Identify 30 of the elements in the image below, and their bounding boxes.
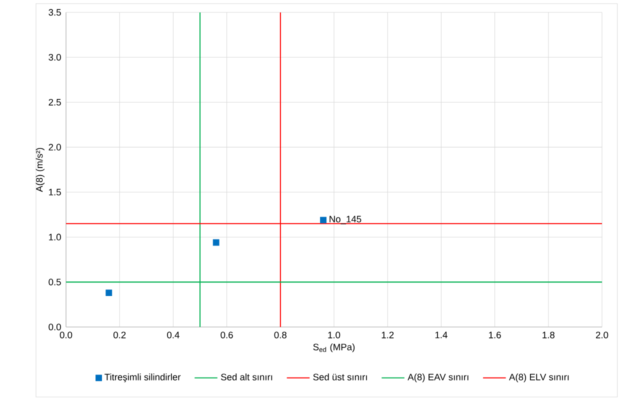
x-tick-label: 0.2 [113,332,126,338]
x-tick-label: 1.8 [542,332,554,338]
y-tick-label: 0.0 [48,324,61,330]
y-tick-label: 3.0 [48,54,61,61]
x-tick-label: 1.2 [382,332,394,338]
legend-label: Sed alt sınırı [221,374,272,380]
x-tick-label: 0.4 [167,332,180,338]
point [320,216,326,224]
point [212,239,220,246]
x-tick-label: 0.8 [274,332,286,338]
legend-label: Titreşimli silindirler [104,374,181,382]
legend-label: A(8) EAV sınırı [408,374,468,382]
y-tick-label: 2.0 [48,144,61,150]
y-tick-label: 0.5 [48,278,61,286]
annotation: No_145 [330,216,362,224]
x-tick-label: 2.0 [596,332,608,338]
legend-label: Sed üst sınırı [313,374,367,380]
legend-label: A(8) ELV sınırı [509,374,569,382]
x-tick-label: 0.6 [220,332,233,338]
y-tick-label: 3.5 [48,9,61,16]
x-axis-title: S$_{ed}$ (MPa) [313,343,355,352]
x-tick-label: 1.0 [328,332,340,338]
y-axis-title: A(8) (m/s²) [36,148,44,192]
y-tick-label: 1.0 [49,234,61,240]
x-tick-label: 1.4 [435,332,448,338]
y-tick-label: 1.5 [49,188,61,196]
x-tick-label: 1.6 [489,332,501,338]
point [106,290,112,296]
y-tick-label: 2.5 [48,98,61,106]
x-tick-label: 0.0 [60,332,72,338]
